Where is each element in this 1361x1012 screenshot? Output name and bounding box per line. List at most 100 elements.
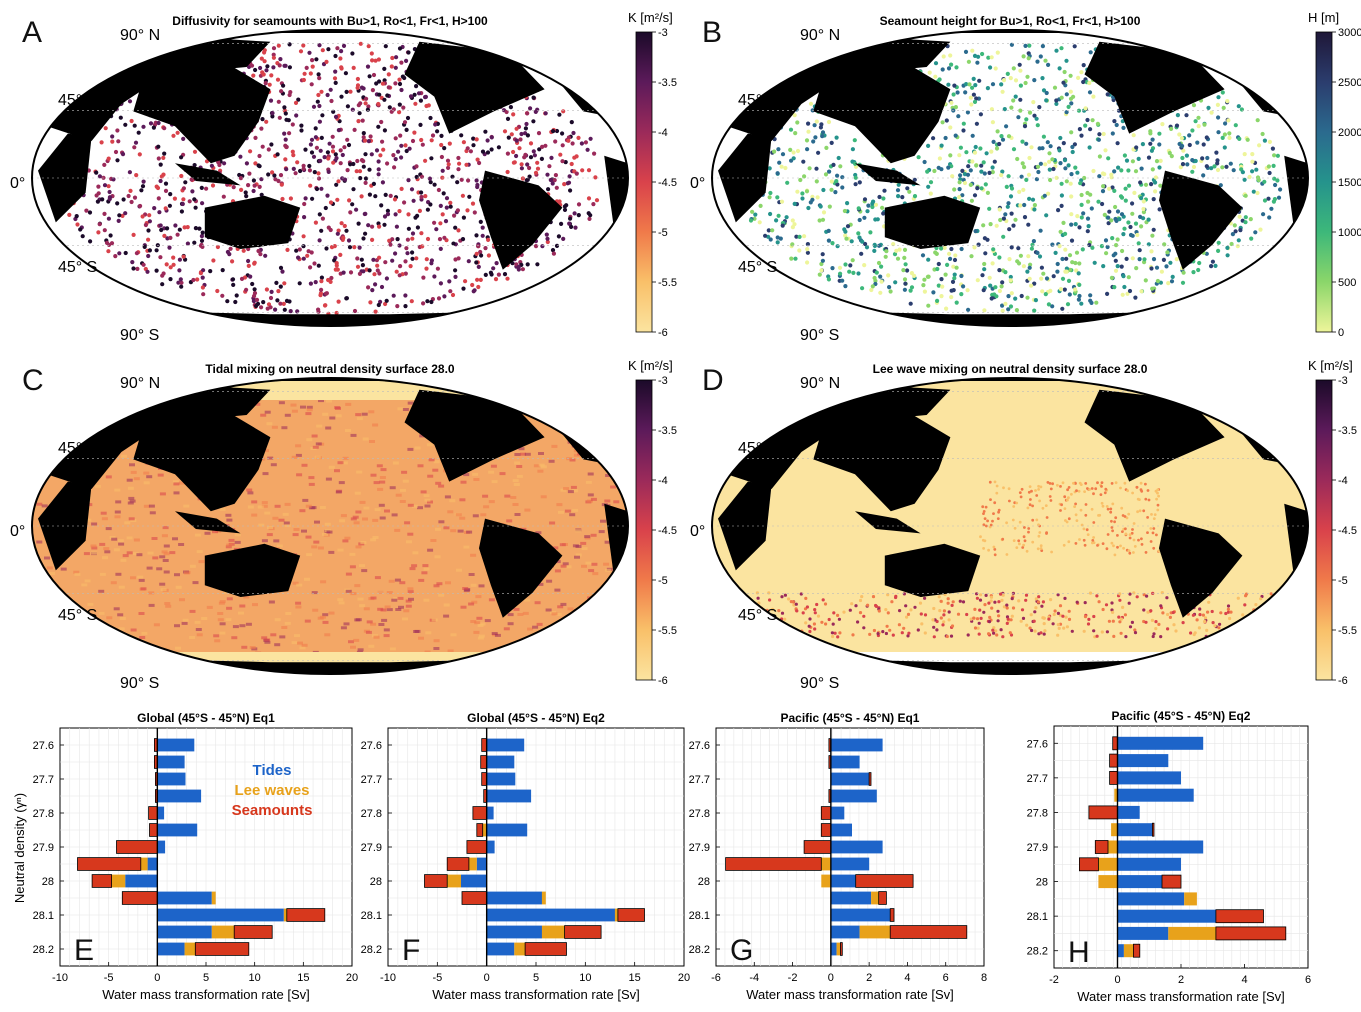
mixing-texture — [313, 446, 319, 449]
seamount-dot — [1134, 222, 1138, 226]
seamount-dot — [324, 206, 328, 210]
mixing-texture — [111, 538, 117, 541]
seamount-dot — [429, 300, 433, 304]
seamount-dot — [547, 164, 551, 168]
seamount-dot — [575, 172, 579, 176]
mixing-texture — [1068, 486, 1071, 489]
seamount-dot — [1112, 119, 1116, 123]
mixing-texture — [721, 604, 724, 607]
seamount-dot — [289, 196, 293, 200]
mixing-texture — [984, 517, 987, 520]
seamount-dot — [1012, 147, 1016, 151]
seamount-dot — [783, 166, 787, 170]
seamount-dot — [283, 144, 287, 148]
seamount-dot — [107, 157, 111, 161]
latitude-label: 90° N — [120, 27, 160, 44]
seamount-dot — [147, 213, 151, 217]
mixing-texture — [517, 475, 523, 478]
mixing-texture — [443, 615, 449, 618]
seamount-dot — [282, 105, 286, 109]
seamount-dot — [1009, 106, 1013, 110]
seamount-dot — [959, 274, 963, 278]
seamount-dot — [465, 208, 469, 212]
seamount-dot — [1069, 212, 1073, 216]
seamount-dot — [436, 267, 440, 271]
mixing-texture — [271, 463, 277, 466]
seamount-dot — [1087, 81, 1091, 85]
seamount-dot — [560, 131, 564, 135]
seamount-dot — [1216, 130, 1220, 134]
seamount-dot — [984, 182, 988, 186]
seamount-dot — [1256, 175, 1260, 179]
seamount-dot — [1107, 210, 1111, 214]
seamount-dot — [362, 131, 366, 135]
seamount-dot — [1070, 145, 1074, 149]
mixing-texture — [1131, 528, 1134, 531]
seamount-dot — [869, 288, 873, 292]
seamount-dot — [114, 150, 118, 154]
seamount-dot — [121, 152, 125, 156]
seamount-dot — [429, 156, 433, 160]
seamount-dot — [953, 253, 957, 257]
seamount-dot — [838, 272, 842, 276]
seamount-dot — [244, 194, 248, 198]
seamount-dot — [244, 190, 248, 194]
seamount-dot — [269, 73, 273, 77]
mixing-texture — [309, 483, 315, 486]
seamount-dot — [456, 208, 460, 212]
mixing-texture — [114, 607, 120, 610]
seamount-dot — [354, 208, 358, 212]
seamount-dot — [370, 238, 374, 242]
mixing-texture — [128, 487, 134, 490]
seamount-dot — [67, 213, 71, 217]
mixing-texture — [146, 475, 152, 478]
seamount-dot — [1050, 243, 1054, 247]
colorbar — [636, 32, 652, 332]
seamount-dot — [201, 285, 205, 289]
mixing-texture — [808, 630, 811, 633]
mixing-texture — [973, 608, 976, 611]
seamount-dot — [382, 67, 386, 71]
seamount-dot — [1267, 164, 1271, 168]
seamount-dot — [284, 138, 288, 142]
seamount-dot — [427, 103, 431, 107]
mixing-texture — [1107, 508, 1110, 511]
mixing-texture — [1013, 539, 1016, 542]
mixing-texture — [306, 438, 312, 441]
seamount-dot — [426, 237, 430, 241]
seamount-dot — [1227, 131, 1231, 135]
seamount-dot — [294, 171, 298, 175]
seamount-dot — [425, 299, 429, 303]
seamount-dot — [524, 122, 528, 126]
seamount-dot — [352, 245, 356, 249]
seamount-dot — [326, 47, 330, 51]
seamount-dot — [1043, 162, 1047, 166]
seamount-dot — [398, 82, 402, 86]
seamount-dot — [377, 93, 381, 97]
mixing-texture — [1111, 482, 1114, 485]
seamount-dot — [506, 170, 510, 174]
mixing-texture — [1133, 539, 1136, 542]
seamount-dot — [529, 141, 533, 145]
mixing-texture — [923, 597, 926, 600]
mixing-texture — [558, 511, 564, 514]
seamount-dot — [141, 125, 145, 129]
seamount-dot — [1263, 198, 1267, 202]
seamount-dot — [1105, 292, 1109, 296]
mixing-texture — [828, 618, 831, 621]
seamount-dot — [278, 63, 282, 67]
seamount-dot — [989, 222, 993, 226]
mixing-texture — [325, 427, 331, 430]
seamount-dot — [483, 130, 487, 134]
mixing-texture — [1062, 481, 1065, 484]
mixing-texture — [418, 637, 424, 640]
seamount-dot — [331, 145, 335, 149]
seamount-dot — [271, 65, 275, 69]
seamount-dot — [977, 79, 981, 83]
seamount-dot — [288, 65, 292, 69]
mixing-texture — [1106, 505, 1109, 508]
mixing-texture — [489, 598, 495, 601]
seamount-dot — [525, 178, 529, 182]
